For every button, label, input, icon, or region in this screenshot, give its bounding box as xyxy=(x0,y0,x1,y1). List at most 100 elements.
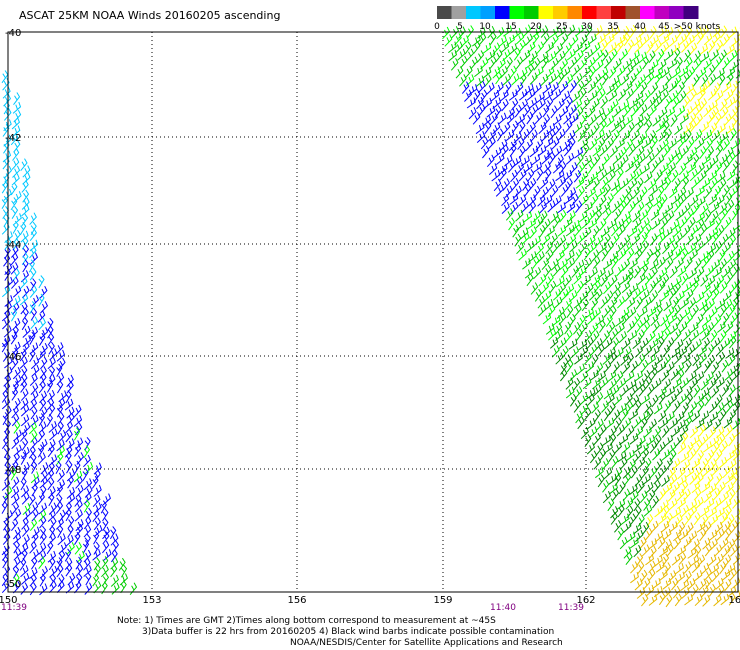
wind-barb xyxy=(676,488,685,502)
wind-barb xyxy=(704,393,712,407)
wind-barb xyxy=(616,424,625,437)
wind-barb xyxy=(20,477,27,491)
wind-barb xyxy=(565,283,575,296)
wind-barb xyxy=(530,104,539,117)
wind-barb xyxy=(30,295,39,308)
wind-barb xyxy=(649,466,658,479)
wind-barb xyxy=(22,422,31,435)
wind-barb xyxy=(725,192,733,206)
wind-barb xyxy=(629,537,639,549)
wind-barb xyxy=(671,481,680,494)
wind-barb xyxy=(654,505,663,518)
wind-barb xyxy=(725,424,733,438)
wind-barb xyxy=(526,89,536,101)
wind-barb xyxy=(517,137,525,150)
wind-barb xyxy=(724,216,732,230)
wind-barb xyxy=(675,362,685,375)
wind-barb xyxy=(722,498,732,511)
legend-label: 25 xyxy=(556,22,567,32)
wind-barb xyxy=(39,476,48,489)
wind-barb xyxy=(692,353,700,367)
wind-barb xyxy=(37,348,46,361)
wind-barb xyxy=(710,49,719,62)
wind-barb xyxy=(522,128,530,142)
wind-barb xyxy=(547,51,557,63)
wind-barb xyxy=(102,493,111,506)
wind-barb xyxy=(713,418,722,432)
wind-barb xyxy=(624,472,632,486)
wind-barb xyxy=(624,185,632,199)
wind-barb xyxy=(641,231,648,245)
wind-barb xyxy=(617,377,627,390)
wind-barb xyxy=(666,306,675,319)
wind-barb xyxy=(646,153,655,166)
wind-barb xyxy=(667,162,676,175)
wind-barb xyxy=(575,328,583,342)
wind-barb xyxy=(74,509,83,522)
wind-barb xyxy=(567,210,576,223)
wind-barb xyxy=(560,33,569,46)
wind-barb xyxy=(607,346,616,359)
wind-barb xyxy=(678,346,688,358)
wind-barb xyxy=(532,210,541,223)
wind-barb xyxy=(650,266,658,280)
wind-barb xyxy=(604,56,612,69)
wind-barb xyxy=(66,438,75,451)
wind-barb xyxy=(11,413,20,427)
wind-barb xyxy=(695,371,705,383)
wind-barb xyxy=(681,248,689,262)
wind-barb xyxy=(525,138,534,152)
wind-barb xyxy=(30,307,38,321)
wind-barb xyxy=(712,441,720,455)
wind-barb xyxy=(700,121,710,133)
wind-barb xyxy=(677,497,686,509)
wind-barb xyxy=(625,370,635,383)
wind-barb xyxy=(718,249,726,262)
wind-barb xyxy=(56,439,65,452)
wind-barb xyxy=(616,264,624,277)
wind-barb xyxy=(534,66,544,78)
wind-barb xyxy=(621,281,631,294)
wind-barb xyxy=(628,483,638,496)
wind-barb xyxy=(672,507,682,519)
wind-barb xyxy=(20,365,28,379)
wind-barb xyxy=(29,518,38,532)
wind-barb xyxy=(731,207,739,221)
wind-barb xyxy=(75,437,84,450)
wind-barb xyxy=(22,534,30,547)
wind-barb xyxy=(701,328,710,341)
wind-barb xyxy=(13,229,21,243)
wind-barb xyxy=(509,143,517,157)
wind-barb xyxy=(601,72,609,86)
wind-barb xyxy=(653,274,662,287)
wind-barb xyxy=(687,547,697,559)
wind-barb xyxy=(688,217,696,230)
wind-barb xyxy=(697,218,705,232)
wind-barb xyxy=(574,304,582,317)
wind-barb xyxy=(557,176,567,189)
wind-barb xyxy=(612,281,621,295)
wind-barb xyxy=(702,464,711,477)
wind-barb xyxy=(722,34,730,47)
wind-barb xyxy=(709,306,718,319)
wind-barb xyxy=(673,352,682,365)
wind-barb xyxy=(690,555,700,567)
wind-barb xyxy=(593,432,601,446)
wind-barb xyxy=(722,312,730,326)
wind-barb xyxy=(645,119,653,133)
wind-barb xyxy=(676,419,686,431)
wind-barb xyxy=(511,120,519,134)
wind-barb xyxy=(623,346,632,359)
wind-barb xyxy=(83,549,92,563)
wind-barb xyxy=(596,186,606,198)
wind-barb xyxy=(49,573,57,587)
wind-barb xyxy=(726,450,735,462)
wind-barb xyxy=(637,480,645,494)
wind-barb xyxy=(442,26,451,40)
wind-barb xyxy=(568,233,577,246)
wind-barb xyxy=(720,537,729,550)
wind-barb xyxy=(630,561,638,574)
wind-barb xyxy=(57,421,64,435)
wind-barb xyxy=(731,138,740,150)
wind-barb xyxy=(689,120,697,133)
